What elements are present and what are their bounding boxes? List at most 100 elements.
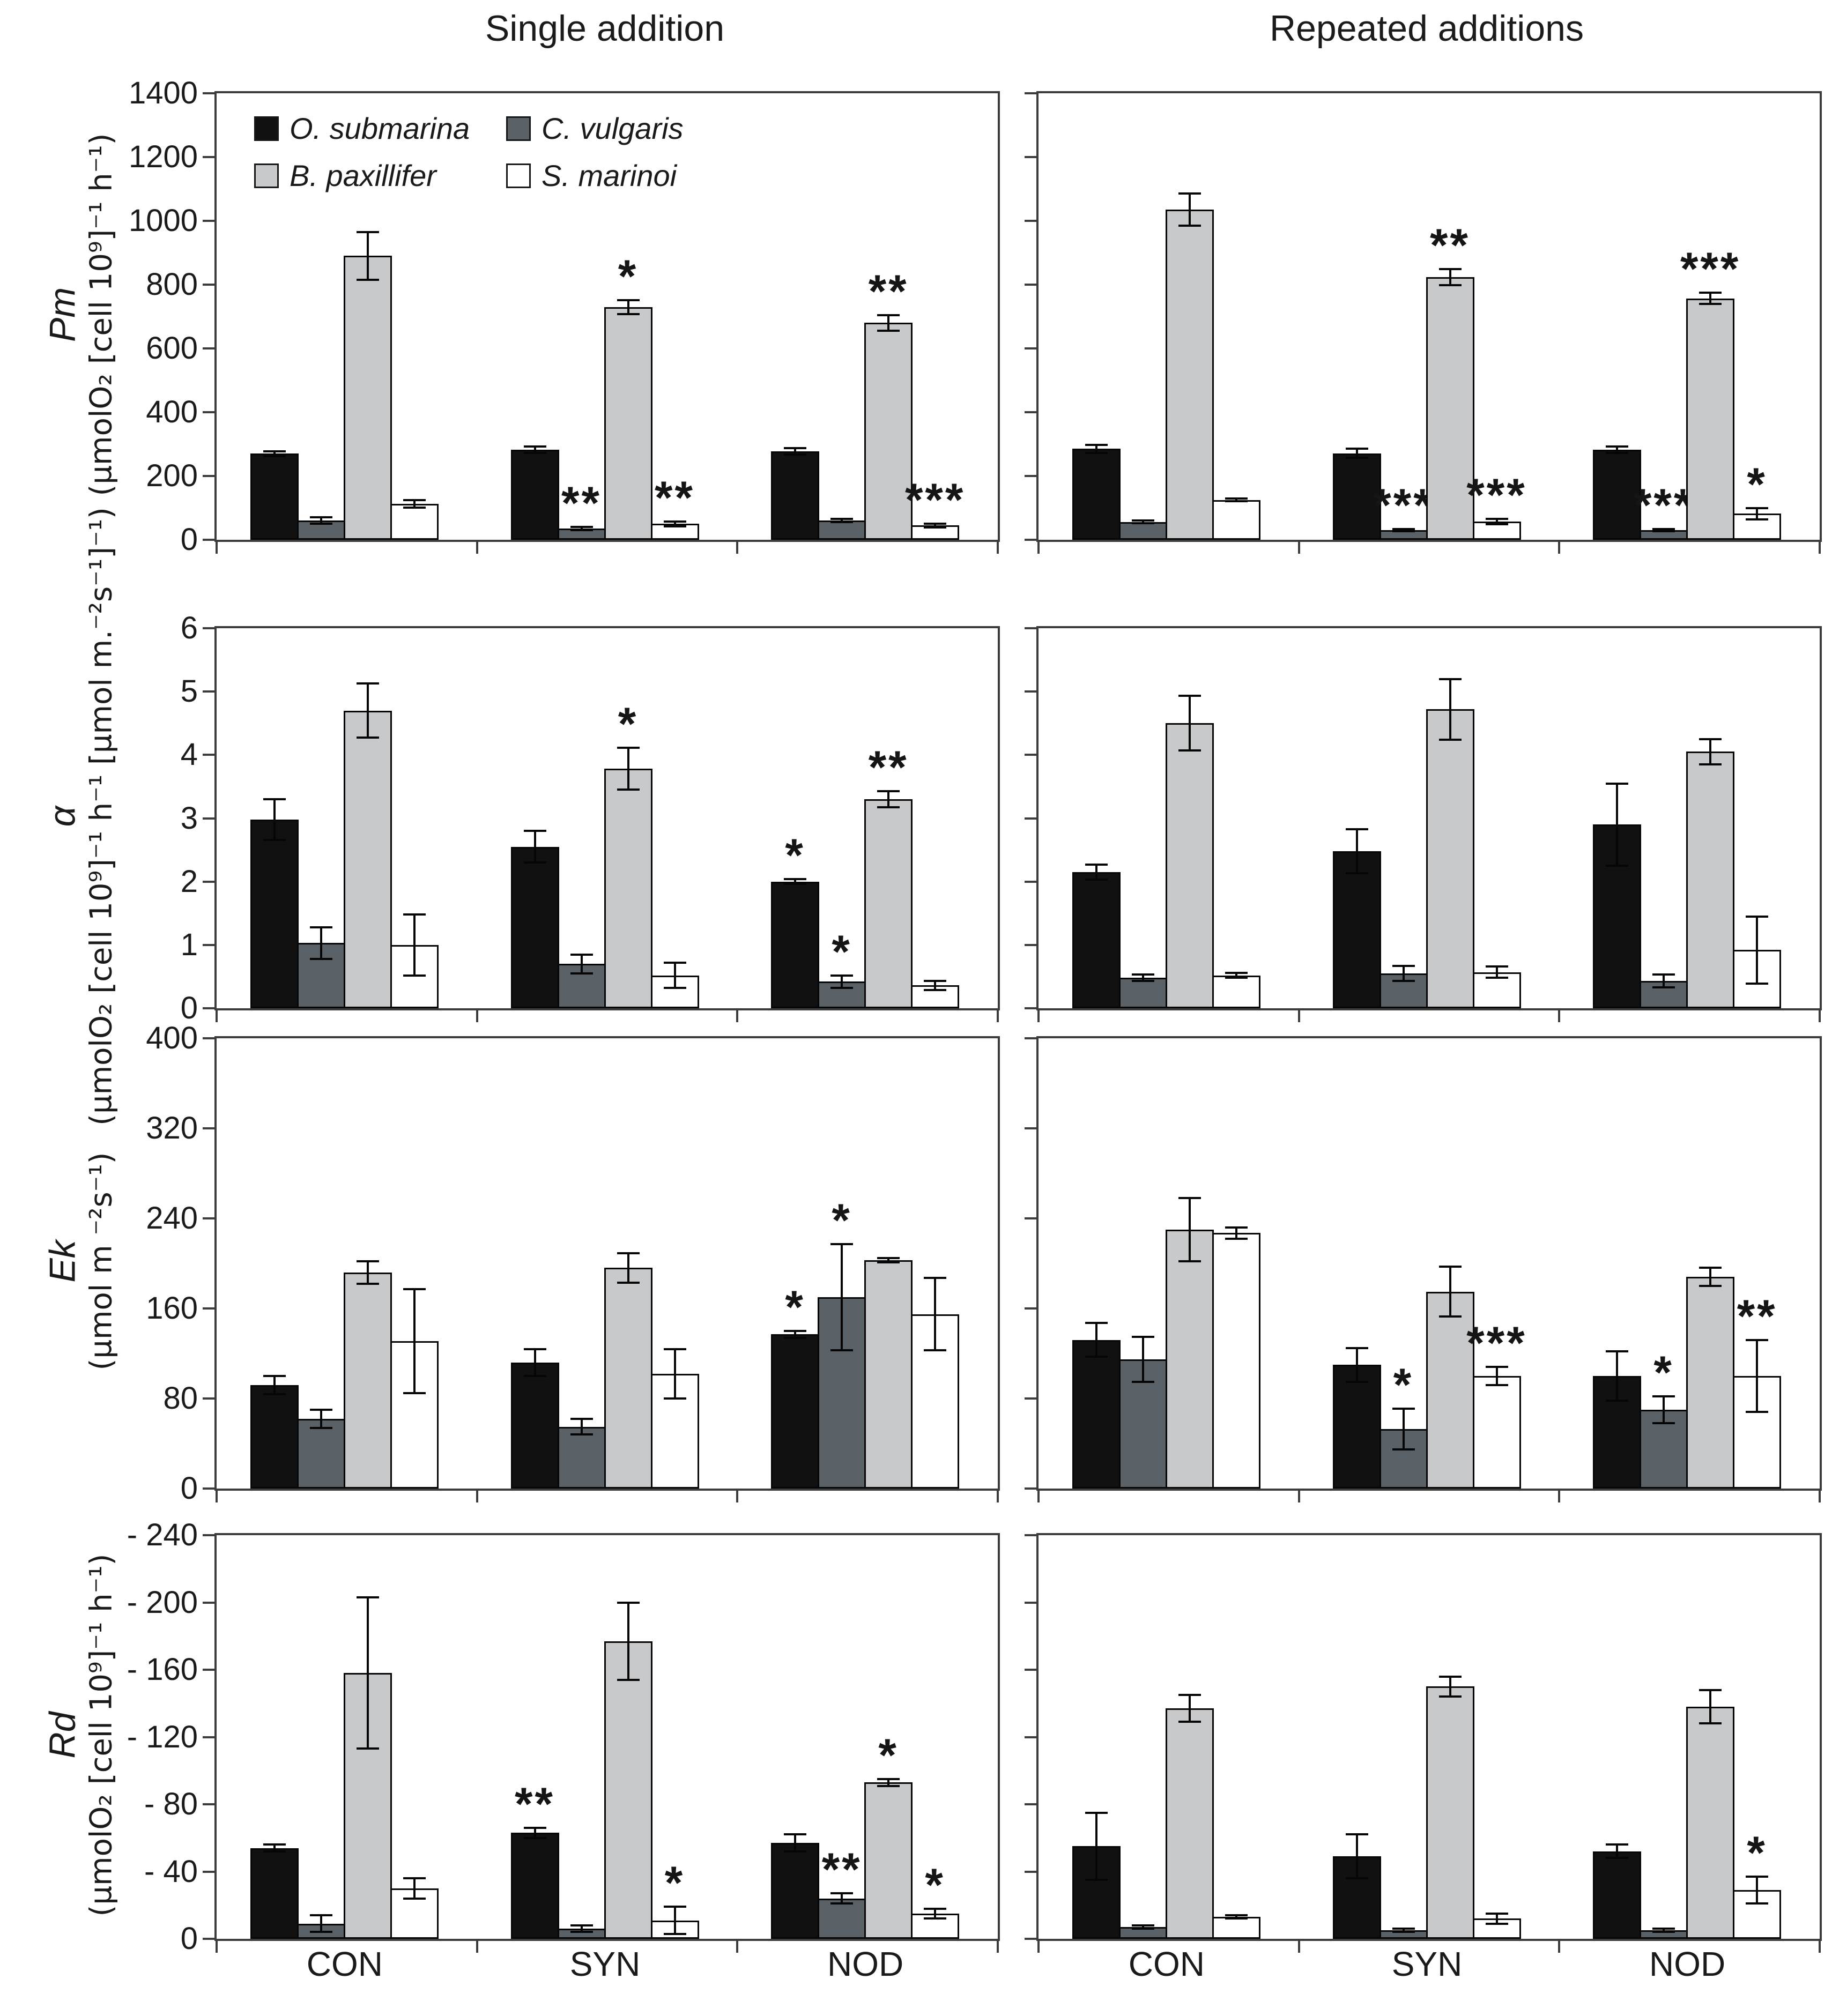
error-bar <box>673 962 676 988</box>
error-bar <box>1141 1925 1144 1929</box>
error-bar <box>1188 1695 1191 1722</box>
y-tick <box>203 1037 214 1039</box>
error-bar-cap-bottom <box>617 788 640 791</box>
error-bar-cap-top <box>1652 528 1675 531</box>
error-bar-cap-bottom <box>1699 763 1722 766</box>
y-tick <box>203 1669 214 1671</box>
x-tick <box>216 542 218 554</box>
error-bar-cap-top <box>403 1288 426 1291</box>
error-bar-cap-bottom <box>356 1747 379 1750</box>
error-bar-cap-top <box>309 926 332 928</box>
error-bar-cap-bottom <box>1485 1383 1508 1386</box>
error-bar <box>1188 194 1191 226</box>
error-bar-cap-bottom <box>1225 977 1248 979</box>
error-bar-cap-top <box>1085 863 1108 866</box>
error-bar-cap-top <box>263 1843 286 1846</box>
error-bar <box>580 1925 583 1932</box>
error-bar <box>366 232 369 280</box>
y-tick <box>203 1736 214 1738</box>
error-bar <box>1756 916 1759 984</box>
bar-pm-repeated-con-o-submarina <box>1072 449 1121 540</box>
y-tick <box>1025 156 1036 158</box>
error-bar-cap-top <box>1485 965 1508 968</box>
x-tick <box>997 1941 999 1953</box>
error-bar <box>1495 966 1498 978</box>
y-tick <box>1025 817 1036 820</box>
error-bar-cap-top <box>663 1348 686 1350</box>
error-bar-cap-bottom <box>403 506 426 509</box>
x-tick <box>1037 1941 1040 1953</box>
error-bar <box>934 981 937 990</box>
x-tick <box>1297 542 1300 554</box>
x-tick <box>997 542 999 554</box>
error-bar-cap-top <box>309 1409 332 1411</box>
legend-swatch-c-vulgaris <box>506 116 531 141</box>
bar-alpha-repeated-con-b-paxillifer <box>1165 723 1214 1008</box>
y-tick <box>203 817 214 820</box>
y-tick-label: 0 <box>180 1471 198 1506</box>
error-bar-cap-top <box>1485 1366 1508 1368</box>
y-tick-label: 6 <box>180 611 198 645</box>
error-bar-cap-top <box>570 1924 593 1926</box>
y-tick-label: 0 <box>180 1921 198 1956</box>
error-bar-cap-top <box>263 798 286 801</box>
error-bar <box>273 1376 276 1394</box>
significance-asterisks: * <box>618 698 639 750</box>
error-bar-cap-top <box>1392 528 1415 531</box>
y-axis-param-alpha: α <box>42 806 83 827</box>
error-bar-cap-bottom <box>1438 1315 1462 1318</box>
error-bar-cap-top <box>1606 782 1629 785</box>
bar-ek-single-syn-b-paxillifer <box>604 1268 652 1489</box>
x-tick <box>1558 542 1561 554</box>
error-bar-cap-top <box>1178 192 1201 195</box>
error-bar-cap-bottom <box>1345 1380 1368 1383</box>
y-tick <box>203 539 214 541</box>
error-bar-cap-top <box>1699 738 1722 740</box>
group-label-repeated-syn: SYN <box>1391 1945 1463 1983</box>
x-tick <box>1297 1941 1300 1953</box>
significance-asterisks: ** <box>561 478 602 530</box>
bar-pm-single-syn-o-submarina <box>510 449 559 540</box>
error-bar-cap-bottom <box>1438 1695 1462 1698</box>
y-axis-param-ek: Ek <box>42 1240 83 1283</box>
error-bar-cap-bottom <box>877 1784 900 1787</box>
error-bar-cap-top <box>617 747 640 749</box>
error-bar-cap-top <box>523 830 546 832</box>
significance-asterisks: *** <box>1466 470 1527 522</box>
error-bar-cap-bottom <box>617 313 640 315</box>
error-bar-cap-top <box>617 1601 640 1604</box>
y-tick <box>203 1307 214 1310</box>
bar-rd-single-syn-o-submarina <box>510 1833 559 1939</box>
error-bar-cap-bottom <box>1652 530 1675 532</box>
significance-asterisks: *** <box>1633 480 1694 532</box>
y-tick <box>203 1601 214 1604</box>
bar-pm-single-con-s-marinoi <box>390 503 439 540</box>
x-tick <box>1819 542 1821 554</box>
error-bar-cap-bottom <box>570 1433 593 1436</box>
error-bar <box>841 1893 843 1904</box>
error-bar-cap-bottom <box>1345 457 1368 459</box>
y-tick <box>203 1007 214 1009</box>
bar-pm-single-syn-s-marinoi <box>650 524 699 540</box>
panel-ek-single: 0 80 160 240 320 400 * * <box>146 1023 1000 1504</box>
y-axis-param-pm: Pm <box>42 287 83 342</box>
error-bar <box>1141 974 1144 981</box>
error-bar-cap-top <box>356 230 379 233</box>
error-bar <box>1495 1367 1498 1385</box>
bar-ek-single-nod-b-paxillifer <box>864 1260 913 1489</box>
error-bar <box>1449 679 1451 740</box>
bar-ek-single-con-c-vulgaris <box>296 1418 345 1489</box>
error-bar-cap-bottom <box>830 987 854 990</box>
legend-item-c-vulgaris: C. vulgaris <box>506 114 684 144</box>
error-bar <box>366 1597 369 1749</box>
error-bar-cap-bottom <box>1392 1448 1415 1450</box>
error-bar <box>794 1331 797 1338</box>
error-bar-cap-bottom <box>877 806 900 809</box>
error-bar-cap-bottom <box>403 1392 426 1394</box>
error-bar <box>320 927 322 959</box>
y-tick-label: 240 <box>146 1201 198 1236</box>
significance-asterisks: *** <box>904 474 966 526</box>
error-bar-cap-top <box>784 877 807 880</box>
error-bar-cap-top <box>1345 1347 1368 1349</box>
error-bar-cap-top <box>830 1243 854 1246</box>
